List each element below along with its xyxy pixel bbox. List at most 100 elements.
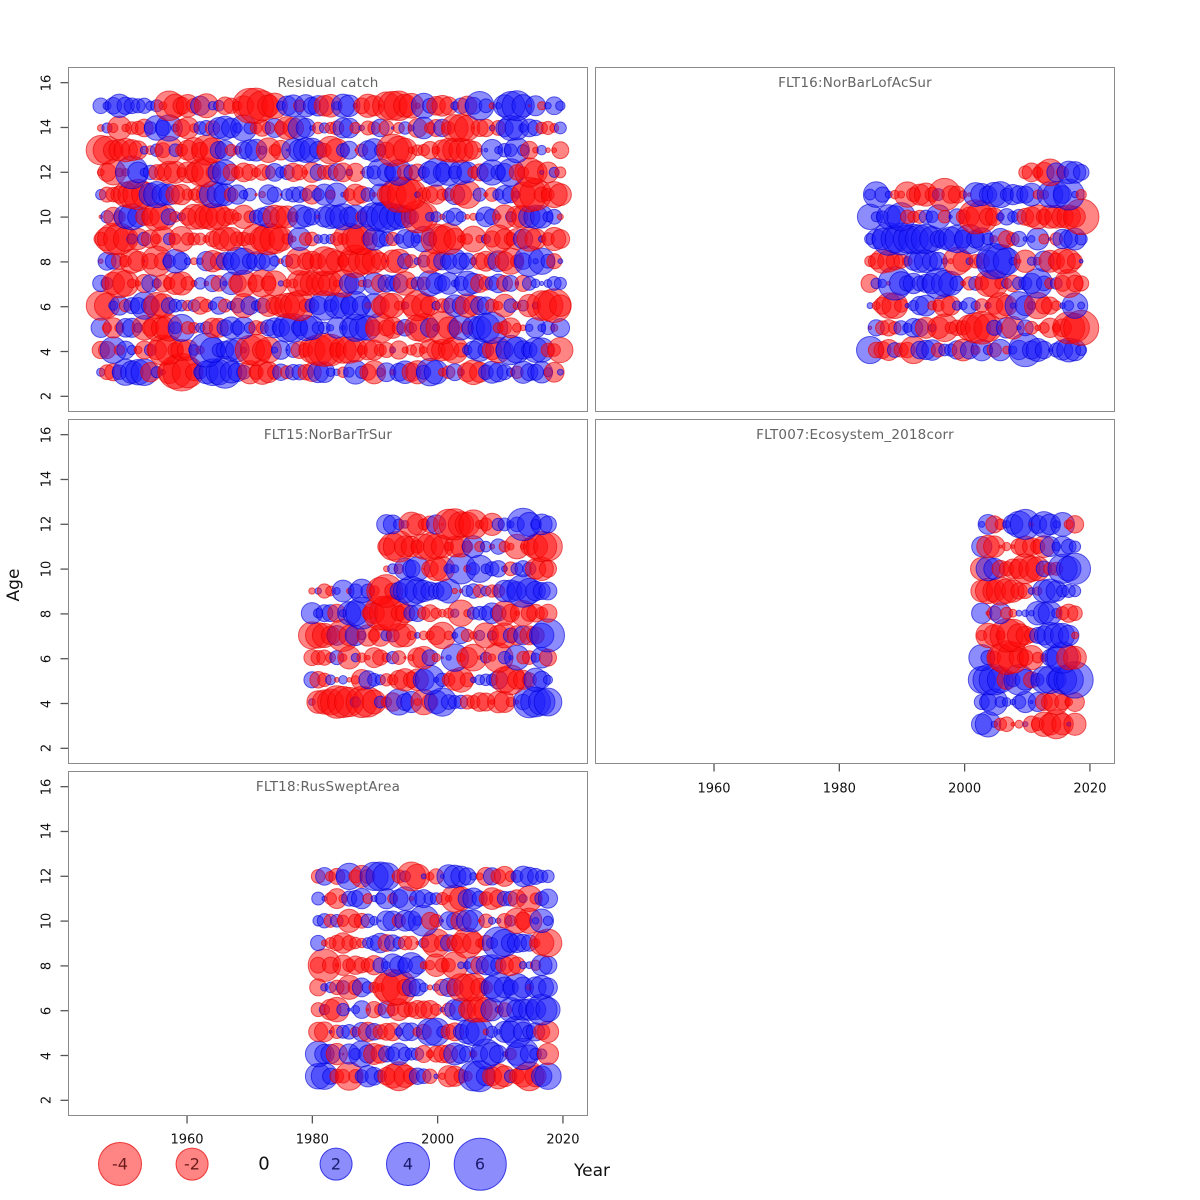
residual-bubble xyxy=(543,361,565,383)
residual-bubble xyxy=(538,559,557,578)
panel-flt16-norbarlofacsur: FLT16:NorBarLofAcSur xyxy=(595,67,1115,412)
residual-bubble xyxy=(420,873,427,880)
tick-label: 16 xyxy=(39,74,55,91)
residual-bubble xyxy=(1010,721,1016,727)
tick-label: 4 xyxy=(39,1051,55,1060)
residual-bubble xyxy=(538,581,558,601)
tick-label: 1980 xyxy=(295,1132,329,1148)
residual-bubble xyxy=(1068,540,1082,553)
residual-bubble xyxy=(451,587,458,595)
tick-label: 10 xyxy=(39,208,55,226)
tick-label: 2 xyxy=(39,744,55,753)
tick-label: 8 xyxy=(39,961,55,971)
residual-bubble xyxy=(418,982,429,993)
residual-bubble xyxy=(1015,609,1023,617)
residual-bubble xyxy=(431,652,441,663)
legend-bubble xyxy=(319,1147,353,1181)
legend-value-label: 4 xyxy=(402,1154,414,1174)
tick-label: 12 xyxy=(39,868,55,885)
residual-bubble xyxy=(1072,164,1090,181)
tick-label: 1960 xyxy=(170,1132,204,1148)
residual-bubble xyxy=(533,531,563,562)
tick-label: 14 xyxy=(39,823,55,840)
residual-bubble xyxy=(539,515,557,534)
residual-bubble xyxy=(542,674,554,685)
tick-label: 8 xyxy=(39,609,55,619)
residual-bubble xyxy=(550,229,571,249)
residual-bubble xyxy=(554,166,567,179)
legend-bubble xyxy=(98,1142,142,1186)
tick-label: 10 xyxy=(39,912,55,930)
legend-value-label: 0 xyxy=(258,1153,270,1175)
residual-bubble xyxy=(548,183,572,207)
legend-value-label: 6 xyxy=(474,1154,486,1174)
residual-bubble xyxy=(556,213,564,221)
residual-bubble xyxy=(553,276,567,290)
residual-bubble xyxy=(1067,605,1083,622)
residual-bubble xyxy=(1073,275,1090,292)
tick-label: 2020 xyxy=(546,1132,580,1148)
residual-bubble xyxy=(556,368,564,376)
residual-bubble xyxy=(539,280,545,286)
residual-bubble xyxy=(487,916,497,925)
panel-flt007-ecosystem-2018corr: FLT007:Ecosystem_2018corr xyxy=(595,419,1115,764)
tick-label: 16 xyxy=(39,778,55,795)
residual-bubble xyxy=(530,278,541,289)
tick-label: 2000 xyxy=(948,781,982,797)
residual-bubble xyxy=(1063,645,1087,670)
residual-bubble xyxy=(553,121,567,135)
legend-value-label: -2 xyxy=(184,1154,200,1174)
bubble-layer xyxy=(85,87,574,392)
tick-label: 14 xyxy=(39,471,55,488)
tick-label: 12 xyxy=(39,516,55,533)
bubble-layer xyxy=(297,507,566,719)
tick-label: 8 xyxy=(39,257,55,267)
residual-bubble xyxy=(538,955,558,975)
residual-bubble xyxy=(1075,344,1088,356)
residual-bubble xyxy=(1058,624,1080,647)
residual-bubble xyxy=(549,294,572,317)
panel-flt15-norbartrsur: FLT15:NorBarTrSur xyxy=(68,419,588,764)
tick-label: 6 xyxy=(39,654,55,663)
residual-bubble xyxy=(1078,258,1084,264)
legend-value-label: 2 xyxy=(330,1154,342,1174)
legend-bubble xyxy=(386,1142,430,1186)
residual-bubble xyxy=(308,587,316,595)
residual-bubble xyxy=(403,656,407,660)
tick-label: 1960 xyxy=(697,781,731,797)
residual-bubble xyxy=(537,888,559,909)
residual-bubble xyxy=(551,141,570,160)
legend-bubble xyxy=(453,1137,507,1191)
residual-bubble xyxy=(536,1042,560,1066)
residual-bubble xyxy=(243,187,257,202)
tick-label: 2 xyxy=(39,1096,55,1105)
panel-flt18-russweptarea: FLT18:RusSweptArea xyxy=(68,771,588,1116)
tick-label: 2000 xyxy=(421,1132,455,1148)
residual-bubble xyxy=(541,869,555,884)
residual-bubble xyxy=(1038,233,1050,245)
residual-bubble xyxy=(555,100,566,112)
residual-bubble xyxy=(1058,552,1092,585)
residual-bubble xyxy=(464,213,471,220)
tick-label: 6 xyxy=(39,302,55,311)
tick-label: 16 xyxy=(39,426,55,443)
residual-bubble xyxy=(536,144,547,156)
residual-bubble xyxy=(534,1062,562,1090)
residual-bubble xyxy=(254,192,258,197)
tick-label: 2020 xyxy=(1073,781,1107,797)
residual-bubble xyxy=(530,618,566,653)
residual-bubble xyxy=(533,928,563,958)
residual-bubble xyxy=(538,603,558,623)
tick-label: 10 xyxy=(39,560,55,578)
residual-bubble xyxy=(338,675,348,685)
legend-bubble xyxy=(175,1147,209,1181)
residual-bubble xyxy=(1068,584,1082,598)
residual-bubble xyxy=(535,997,561,1023)
residual-bubble xyxy=(529,908,555,934)
legend-value-label: -4 xyxy=(112,1154,128,1174)
residual-bubble xyxy=(1065,515,1085,534)
tick-label: 2 xyxy=(39,392,55,401)
tick-label: 1980 xyxy=(822,781,856,797)
residual-bubble xyxy=(545,147,551,154)
